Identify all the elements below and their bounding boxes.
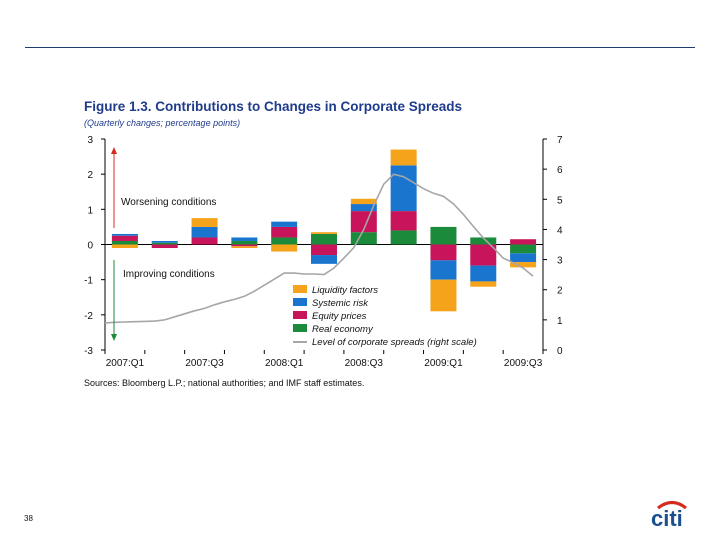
bar-systemic — [111, 233, 138, 236]
y-tick-label: -2 — [84, 311, 93, 322]
y-tick-label: 3 — [87, 135, 93, 146]
bar-liquidity — [470, 281, 497, 287]
spread-line — [104, 173, 534, 324]
bar-systemic — [231, 237, 258, 241]
bar-systemic — [390, 165, 417, 212]
bar-equity — [111, 235, 138, 241]
bar-real-economy — [151, 242, 178, 245]
bar-equity — [510, 239, 537, 245]
x-tick-label: 2009:Q1 — [424, 358, 463, 369]
bar-real-economy — [510, 244, 537, 254]
bar-real-economy — [390, 230, 417, 245]
bar-liquidity — [350, 198, 377, 205]
bar-real-economy — [350, 232, 377, 245]
bar-systemic — [311, 255, 337, 264]
worsening-label: Worsening conditions — [121, 197, 216, 208]
legend-label: Level of corporate spreads (right scale) — [312, 337, 477, 348]
legend-label: Real economy — [312, 324, 374, 335]
y2-tick-label: 5 — [557, 195, 563, 206]
y-tick-label: 2 — [87, 170, 93, 181]
bar-systemic — [151, 240, 178, 243]
bar-liquidity — [191, 218, 218, 227]
figure-subtitle: (Quarterly changes; percentage points) — [84, 118, 241, 128]
bar-systemic — [350, 204, 377, 212]
bar-real-economy — [470, 237, 497, 245]
citi-logo: citi — [651, 500, 687, 528]
x-tick-label: 2009:Q3 — [504, 358, 543, 369]
bar-real-economy — [271, 237, 298, 245]
bar-equity — [191, 237, 218, 245]
page-number: 38 — [24, 514, 33, 523]
bar-systemic — [430, 260, 457, 280]
y2-tick-label: 2 — [557, 286, 563, 297]
bar-systemic — [510, 253, 537, 263]
citi-logo-arc — [657, 500, 687, 510]
bar-real-economy — [430, 226, 457, 245]
y2-tick-label: 3 — [557, 256, 563, 267]
y-tick-label: -1 — [84, 276, 93, 287]
bar-equity — [430, 244, 457, 261]
legend-swatch-real-economy — [293, 324, 307, 332]
x-tick-label: 2008:Q1 — [265, 358, 304, 369]
y2-tick-label: 6 — [557, 165, 563, 176]
bar-systemic — [470, 265, 497, 282]
y2-tick-label: 1 — [557, 316, 563, 327]
bar-liquidity — [390, 149, 417, 166]
bar-equity — [311, 244, 337, 256]
bar-liquidity — [311, 232, 337, 234]
bar-real-economy — [111, 240, 138, 245]
bar-liquidity — [231, 246, 258, 249]
y-tick-label: 1 — [87, 205, 93, 216]
improving-label: Improving conditions — [123, 269, 215, 280]
bar-liquidity — [430, 279, 457, 312]
bar-liquidity — [111, 244, 138, 249]
y-tick-label: -3 — [84, 346, 93, 357]
legend-label: Equity prices — [312, 311, 367, 322]
bar-equity — [390, 211, 417, 231]
bar-real-economy — [231, 240, 258, 245]
bar-equity — [231, 244, 258, 247]
sources-note: Sources: Bloomberg L.P.; national author… — [84, 378, 365, 388]
legend-label: Liquidity factors — [312, 285, 378, 296]
legend-swatch-equity — [293, 311, 307, 319]
x-tick-label: 2007:Q3 — [185, 358, 224, 369]
bar-liquidity — [510, 262, 537, 268]
worsening-arrowhead — [111, 147, 117, 154]
y-tick-label: 0 — [87, 241, 93, 252]
y2-tick-label: 7 — [557, 135, 563, 146]
figure-title: Figure 1.3. Contributions to Changes in … — [84, 99, 463, 114]
legend-label: Systemic risk — [312, 298, 369, 309]
x-tick-label: 2007:Q1 — [106, 358, 145, 369]
bar-equity — [151, 244, 178, 249]
bar-equity — [470, 244, 497, 266]
bar-systemic — [191, 226, 218, 238]
bar-liquidity — [271, 244, 298, 252]
citi-logo-text: citi — [651, 506, 683, 528]
header-rule — [25, 47, 695, 48]
bar-equity — [271, 226, 298, 238]
bar-equity — [350, 211, 377, 233]
y2-tick-label: 0 — [557, 346, 563, 357]
x-tick-label: 2008:Q3 — [345, 358, 384, 369]
bar-systemic — [271, 221, 298, 227]
y2-tick-label: 4 — [557, 225, 563, 236]
legend-swatch-systemic — [293, 298, 307, 306]
legend-swatch-liquidity — [293, 285, 307, 293]
improving-arrowhead — [111, 334, 117, 341]
bar-real-economy — [311, 233, 337, 245]
